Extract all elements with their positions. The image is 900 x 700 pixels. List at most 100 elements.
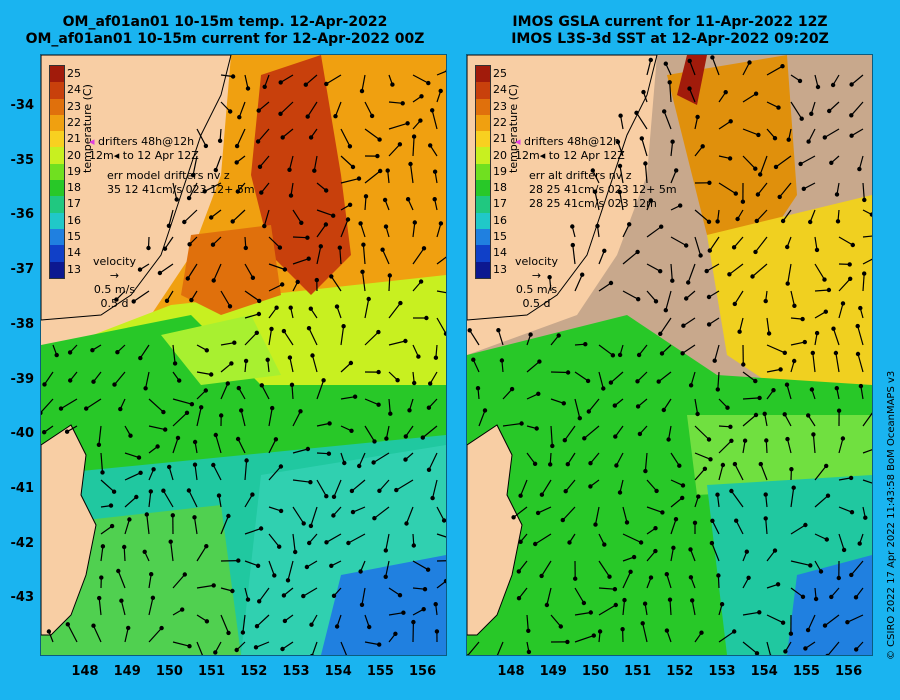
current-vector xyxy=(340,396,356,400)
current-vector-head xyxy=(403,434,408,439)
current-vector-head xyxy=(771,388,776,393)
current-vector-head xyxy=(747,60,752,65)
current-vector-head xyxy=(704,268,709,274)
current-vector xyxy=(340,641,348,655)
current-vector-head xyxy=(255,563,261,568)
current-vector-head xyxy=(306,256,311,261)
velocity-arrow-icon: → xyxy=(531,269,542,282)
current-vector-head xyxy=(358,221,363,226)
current-vector-head xyxy=(309,622,314,627)
current-vector-head xyxy=(259,383,264,388)
current-vector-head xyxy=(432,169,438,174)
current-vector-head xyxy=(639,136,644,141)
current-vector-head xyxy=(706,437,712,442)
current-vector xyxy=(364,170,381,184)
current-vector-head xyxy=(664,628,670,633)
current-vector-head xyxy=(732,301,737,307)
current-vector xyxy=(263,209,270,227)
current-vector xyxy=(646,290,657,302)
current-vector-head xyxy=(146,245,151,251)
current-vector xyxy=(220,290,231,307)
current-vector-head xyxy=(287,355,293,360)
current-vector xyxy=(808,128,816,142)
current-vector xyxy=(541,560,552,577)
current-vector-head xyxy=(653,526,658,531)
current-vector xyxy=(139,344,150,359)
current-vector-head xyxy=(532,541,538,547)
current-vector xyxy=(436,223,442,238)
current-vector-head xyxy=(159,625,164,631)
current-vector-head xyxy=(287,167,292,173)
current-vector xyxy=(172,437,179,454)
colorbar-swatch xyxy=(50,163,64,181)
current-vector xyxy=(706,263,720,272)
current-vector-head xyxy=(162,427,168,432)
current-vector-head xyxy=(331,494,337,499)
current-vector-head xyxy=(785,281,790,286)
current-vector-head xyxy=(189,297,194,303)
current-vector xyxy=(429,371,438,384)
current-vector xyxy=(622,600,626,616)
current-vector xyxy=(598,250,605,265)
current-vector-head xyxy=(688,575,694,580)
current-vector-head xyxy=(425,567,431,572)
current-vector xyxy=(718,182,737,195)
colorbar-swatch xyxy=(476,147,490,164)
current-vector-head xyxy=(753,249,758,255)
current-vector xyxy=(765,518,768,535)
current-vector xyxy=(282,128,294,138)
current-vector-head xyxy=(148,572,154,577)
colorbar-tick-label: 17 xyxy=(493,197,507,211)
colorbar-tick-label: 20 xyxy=(67,148,81,162)
current-vector-head xyxy=(265,357,270,362)
current-vector-head xyxy=(823,309,828,314)
current-vector xyxy=(526,614,529,631)
current-vector-head xyxy=(556,333,561,338)
current-vector-head xyxy=(834,192,840,197)
current-vector-head xyxy=(720,462,726,468)
current-vector xyxy=(41,398,54,414)
current-vector-head xyxy=(617,490,623,495)
current-vector-head xyxy=(687,58,692,64)
latitude-tick-label: -38 xyxy=(10,316,35,332)
current-vector xyxy=(598,344,614,356)
current-vector-head xyxy=(227,304,233,309)
current-vector-head xyxy=(829,160,834,166)
current-vector xyxy=(330,276,342,292)
current-vector xyxy=(526,361,540,373)
current-vector xyxy=(862,273,865,292)
current-vector-head xyxy=(853,595,859,600)
current-vector-head xyxy=(418,279,424,284)
right-speed-label: 0.5 m/s xyxy=(515,283,558,296)
current-vector xyxy=(436,506,445,521)
left-legend-drifters: ◂ drifters 48h@12h 12m◂ to 12 Apr 12Z xyxy=(89,135,199,162)
current-vector-head xyxy=(350,164,356,170)
current-vector-head xyxy=(358,569,363,574)
current-vector-head xyxy=(227,109,233,114)
current-vector-head xyxy=(561,401,567,406)
current-vector xyxy=(385,533,390,551)
current-vector xyxy=(44,371,54,385)
current-vector-head xyxy=(741,362,746,367)
current-vector-head xyxy=(667,597,673,602)
current-vector xyxy=(334,101,342,117)
left-legend-velocity: velocity → 0.5 m/s 0.5 d xyxy=(93,255,136,311)
current-vector-head xyxy=(593,522,598,527)
current-vector-head xyxy=(679,495,685,501)
current-vector-head xyxy=(840,301,846,306)
colorbar-tick-label: 22 xyxy=(67,115,81,129)
current-vector-head xyxy=(397,142,403,147)
current-vector-head xyxy=(237,115,242,120)
current-vector-head xyxy=(825,653,830,655)
colorbar-swatch xyxy=(50,98,64,115)
current-vector xyxy=(787,263,792,284)
current-vector-head xyxy=(753,378,758,384)
current-vector-head xyxy=(118,406,123,412)
current-vector-head xyxy=(99,575,104,580)
current-vector-head xyxy=(84,406,89,411)
current-vector xyxy=(622,506,628,523)
colorbar-swatch xyxy=(476,82,490,99)
current-vector-head xyxy=(407,408,412,413)
current-vector xyxy=(292,506,305,524)
current-vector xyxy=(670,263,673,281)
